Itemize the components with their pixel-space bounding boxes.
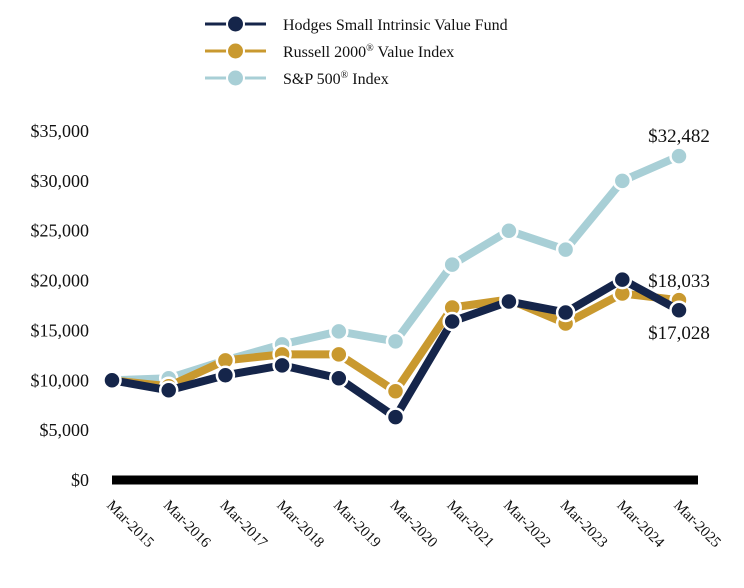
y-tick-label: $20,000 bbox=[31, 271, 90, 291]
legend-swatch-marker bbox=[226, 14, 245, 34]
legend-label: S&P 500® Index bbox=[283, 70, 389, 88]
x-tick-label: Mar-2016 bbox=[160, 498, 214, 552]
x-tick-label: Mar-2018 bbox=[273, 498, 327, 552]
x-tick-label: Mar-2015 bbox=[103, 498, 157, 552]
y-tick-label: $30,000 bbox=[31, 171, 90, 191]
y-tick-label: $5,000 bbox=[40, 420, 90, 440]
y-tick-label: $10,000 bbox=[31, 370, 90, 390]
data-point-hodges bbox=[555, 302, 576, 323]
data-point-hodges bbox=[329, 368, 349, 389]
x-tick-label: Mar-2020 bbox=[387, 498, 441, 552]
legend-item-russell: Russell 2000® Value Index bbox=[205, 41, 454, 61]
data-point-hodges bbox=[669, 300, 689, 320]
data-point-sp500 bbox=[442, 254, 462, 275]
legend-swatch-marker bbox=[226, 41, 245, 61]
data-point-sp500 bbox=[555, 239, 576, 260]
data-point-hodges bbox=[272, 355, 292, 376]
x-tick-label: Mar-2019 bbox=[330, 498, 384, 552]
y-axis: $0 $5,000 $10,000 $15,000 $20,000 $25,000 $30,… bbox=[31, 121, 90, 490]
data-point-sp500 bbox=[669, 146, 689, 166]
series-sp500 bbox=[102, 146, 689, 391]
y-tick-label: $35,000 bbox=[31, 121, 90, 141]
legend-item-sp500: S&P 500® Index bbox=[205, 68, 389, 88]
y-tick-label: $25,000 bbox=[31, 221, 90, 241]
x-tick-label: Mar-2017 bbox=[217, 498, 271, 552]
data-point-russell bbox=[385, 381, 406, 402]
data-point-russell bbox=[329, 344, 349, 365]
data-point-sp500 bbox=[385, 331, 406, 352]
data-point-hodges bbox=[102, 370, 122, 391]
legend-label: Hodges Small Intrinsic Value Fund bbox=[283, 17, 508, 34]
data-point-hodges bbox=[158, 380, 179, 401]
data-point-sp500 bbox=[499, 220, 519, 241]
end-label-sp500: $32,482 bbox=[648, 126, 710, 147]
series-layer bbox=[102, 146, 689, 427]
data-point-sp500 bbox=[329, 321, 349, 342]
x-tick-label: Mar-2023 bbox=[557, 498, 611, 552]
legend-item-hodges: Hodges Small Intrinsic Value Fund bbox=[205, 14, 508, 34]
data-point-hodges bbox=[385, 407, 406, 427]
y-tick-label: $0 bbox=[71, 470, 89, 490]
end-label-russell: $18,033 bbox=[648, 271, 710, 292]
series-hodges bbox=[102, 269, 689, 427]
legend-swatch-marker bbox=[226, 68, 245, 88]
end-label-hodges: $17,028 bbox=[648, 323, 710, 344]
x-axis: Mar-2015 Mar-2016 Mar-2017 Mar-2018 Mar-2019… bbox=[103, 475, 724, 552]
x-tick-label: Mar-2022 bbox=[500, 498, 554, 552]
data-point-hodges bbox=[499, 291, 519, 312]
x-tick-label: Mar-2021 bbox=[443, 498, 497, 552]
data-point-hodges bbox=[612, 269, 633, 290]
data-point-hodges bbox=[442, 311, 462, 332]
x-tick-label: Mar-2025 bbox=[670, 498, 724, 552]
legend: Hodges Small Intrinsic Value Fund Russell… bbox=[205, 14, 508, 88]
data-point-hodges bbox=[215, 365, 236, 386]
end-labels: $32,482 $18,033 $17,028 bbox=[648, 126, 710, 344]
data-point-sp500 bbox=[612, 171, 633, 191]
x-axis-baseline bbox=[112, 475, 698, 485]
y-tick-label: $15,000 bbox=[31, 320, 90, 340]
legend-label: Russell 2000® Value Index bbox=[283, 43, 454, 61]
x-tick-label: Mar-2024 bbox=[613, 498, 667, 552]
